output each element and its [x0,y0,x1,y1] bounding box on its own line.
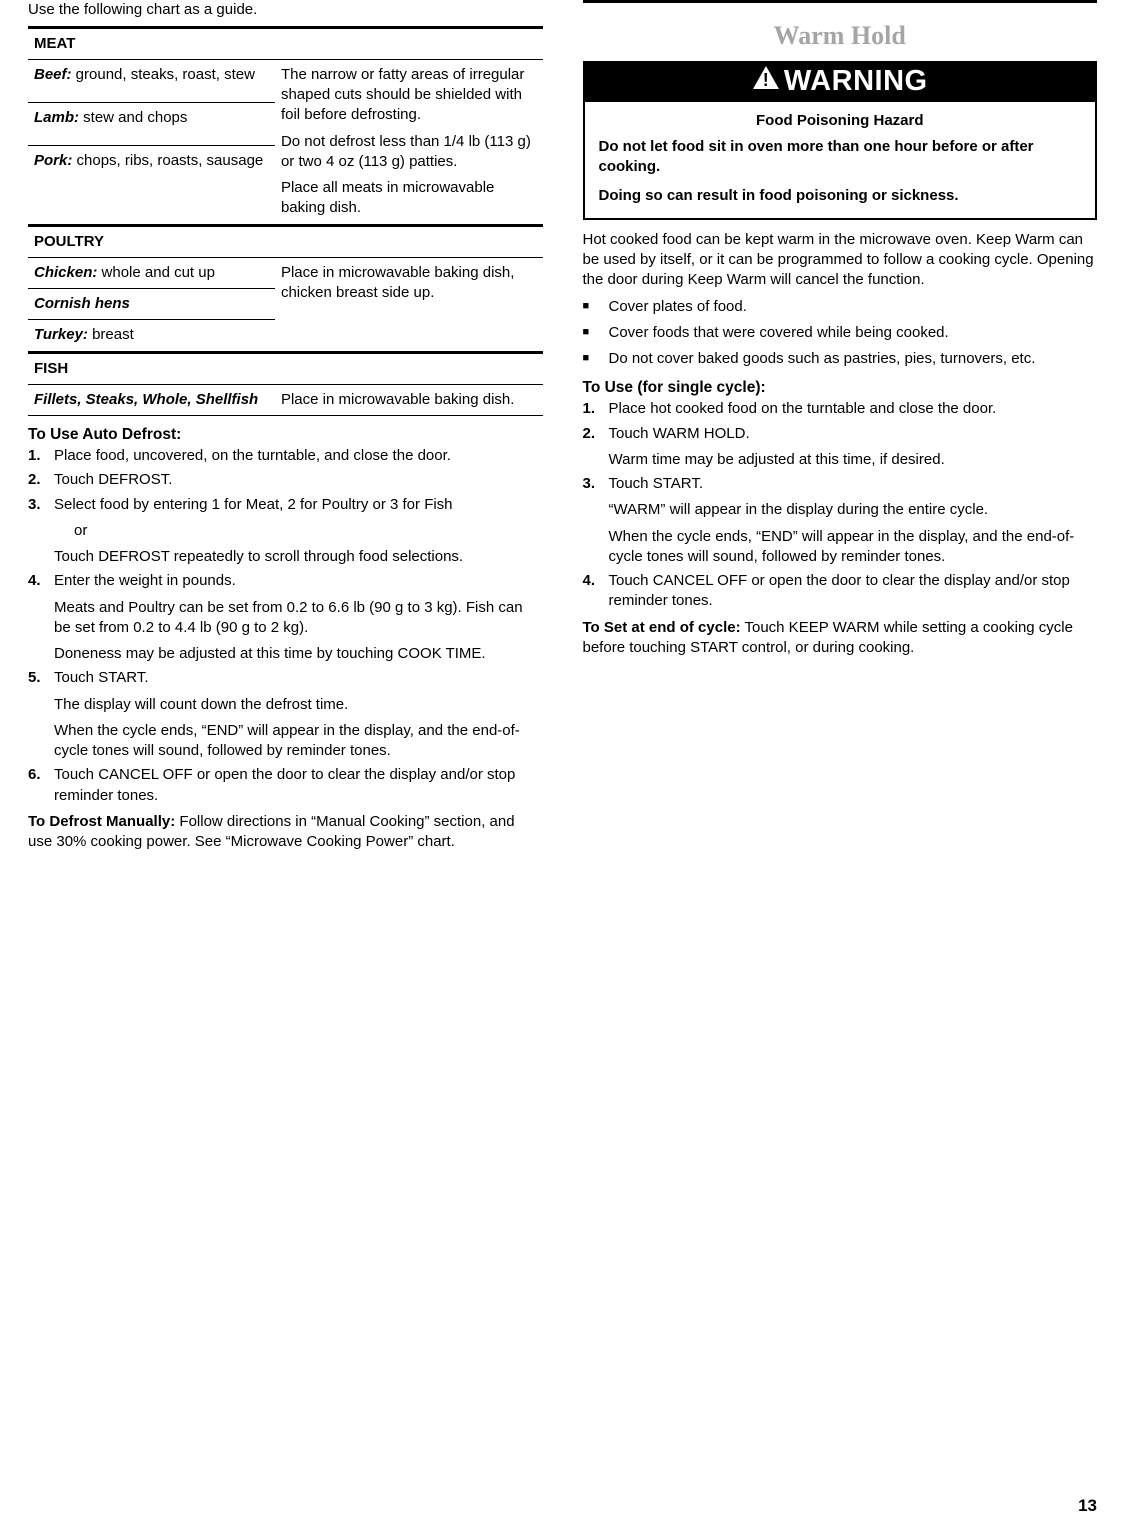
poultry-header: POULTRY [28,225,543,257]
bullet-1: Cover plates of food. [583,297,1098,317]
defrost-guide-table: MEAT Beef: ground, steaks, roast, stew T… [28,26,543,417]
poultry-cornish-cell: Cornish hens [28,289,275,320]
step-5: Touch START. The display will count down… [28,668,543,761]
defrost-manually: To Defrost Manually: Follow directions i… [28,812,543,853]
auto-defrost-title: To Use Auto Defrost: [28,426,543,444]
left-column: Use the following chart as a guide. MEAT… [28,0,543,858]
warning-header: ! WARNING [585,63,1096,102]
meat-header: MEAT [28,27,543,59]
poultry-note-cell: Place in microwavable baking dish, chick… [275,257,543,352]
warm-hold-intro: Hot cooked food can be kept warm in the … [583,230,1098,291]
top-rule [583,0,1098,3]
page-number: 13 [1078,1496,1097,1516]
warm-hold-title: Warm Hold [583,21,1098,51]
step-3: Select food by entering 1 for Meat, 2 fo… [28,495,543,568]
meat-beef-cell: Beef: ground, steaks, roast, stew [28,59,275,102]
poultry-chicken-cell: Chicken: whole and cut up [28,257,275,288]
warm-hold-bullets: Cover plates of food. Cover foods that w… [583,297,1098,370]
warning-line-1: Do not let food sit in oven more than on… [599,137,1082,178]
set-at-end: To Set at end of cycle: Touch KEEP WARM … [583,618,1098,659]
bullet-2: Cover foods that were covered while bein… [583,323,1098,343]
fish-row-cell: Fillets, Steaks, Whole, Shellfish [28,384,275,415]
step-4: Enter the weight in pounds. Meats and Po… [28,571,543,664]
step-6: Touch CANCEL OFF or open the door to cle… [28,765,543,806]
warning-line-2: Doing so can result in food poisoning or… [599,186,1082,206]
sc-step-3: Touch START. “WARM” will appear in the d… [583,474,1098,567]
meat-notes-cell: The narrow or fatty areas of irregular s… [275,59,543,225]
sc-step-1: Place hot cooked food on the turntable a… [583,399,1098,419]
chart-intro: Use the following chart as a guide. [28,0,543,20]
meat-lamb-cell: Lamb: stew and chops [28,103,275,146]
warning-box: ! WARNING Food Poisoning Hazard Do not l… [583,61,1098,220]
step-1: Place food, uncovered, on the turntable,… [28,446,543,466]
fish-header: FISH [28,352,543,384]
right-column: Warm Hold ! WARNING Food Poisoning Hazar… [583,0,1098,858]
single-cycle-title: To Use (for single cycle): [583,379,1098,397]
auto-defrost-steps: Place food, uncovered, on the turntable,… [28,446,543,806]
food-poisoning-title: Food Poisoning Hazard [599,112,1082,129]
sc-step-4: Touch CANCEL OFF or open the door to cle… [583,571,1098,612]
warning-body: Food Poisoning Hazard Do not let food si… [585,102,1096,218]
warning-triangle-icon: ! [752,65,780,98]
warning-label: WARNING [784,65,928,98]
svg-text:!: ! [763,70,770,90]
fish-note-cell: Place in microwavable baking dish. [275,384,543,415]
meat-pork-cell: Pork: chops, ribs, roasts, sausage [28,146,275,225]
step-2: Touch DEFROST. [28,470,543,490]
bullet-3: Do not cover baked goods such as pastrie… [583,349,1098,369]
sc-step-2: Touch WARM HOLD. Warm time may be adjust… [583,424,1098,471]
poultry-turkey-cell: Turkey: breast [28,320,275,352]
single-cycle-steps: Place hot cooked food on the turntable a… [583,399,1098,611]
